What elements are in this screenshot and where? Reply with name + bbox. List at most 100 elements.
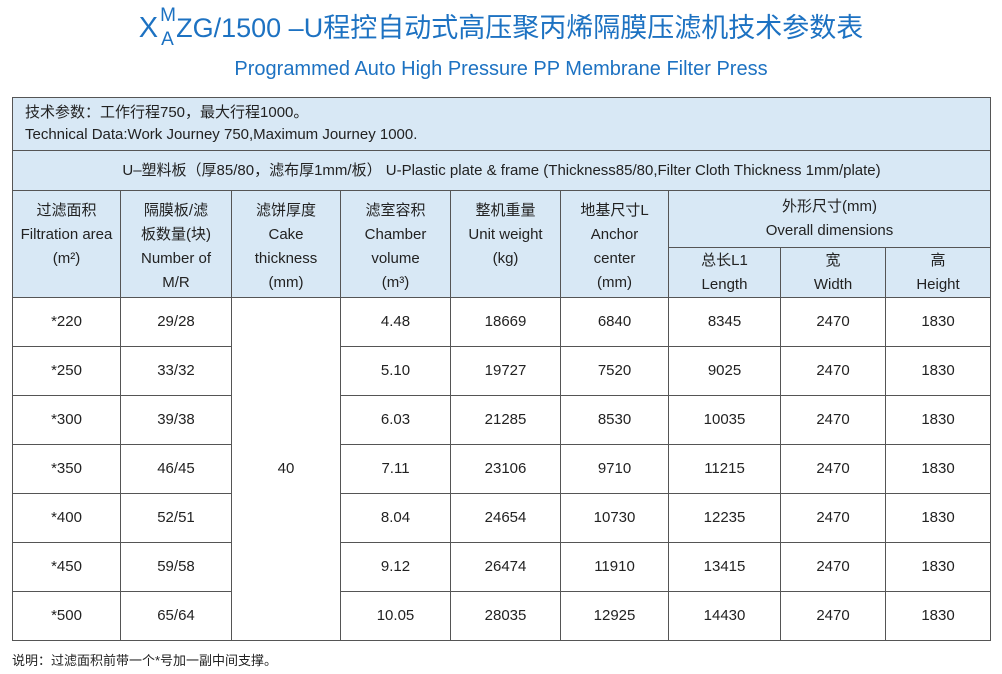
spec-table: 技术参数：工作行程750，最大行程1000。 Technical Data:Wor… <box>12 97 991 641</box>
data-cell: 1830 <box>885 591 991 641</box>
data-cell: *250 <box>12 346 121 396</box>
header-line: 地基尺寸L <box>580 202 649 219</box>
data-cell: 11910 <box>560 542 669 592</box>
header-line: 滤室容积 <box>365 202 426 219</box>
data-cell: 1830 <box>885 542 991 592</box>
data-cell: 1830 <box>885 297 991 347</box>
plate-row: U–塑料板（厚85/80，滤布厚1mm/板） U-Plastic plate &… <box>12 150 991 191</box>
data-cell: 9025 <box>668 346 781 396</box>
data-cell: *400 <box>12 493 121 543</box>
data-cell: 2470 <box>780 297 886 347</box>
title-sub: A <box>161 28 174 50</box>
column-header: 地基尺寸L Anchor center (mm) <box>560 190 669 298</box>
header-line: Anchor <box>590 226 639 243</box>
header-line: 过滤面积 <box>36 202 97 219</box>
data-cell: 24654 <box>450 493 561 543</box>
overall-header: 外形尺寸(mm) Overall dimensions <box>668 190 991 248</box>
data-cell: 29/28 <box>120 297 232 347</box>
data-cell: 18669 <box>450 297 561 347</box>
data-cell: 65/64 <box>120 591 232 641</box>
data-cell: 8530 <box>560 395 669 445</box>
header-line: (m³) <box>381 274 410 291</box>
data-cell: 21285 <box>450 395 561 445</box>
data-cell: 39/38 <box>120 395 232 445</box>
header-line: (mm) <box>597 274 632 291</box>
data-cell: 13415 <box>668 542 781 592</box>
data-cell: 10035 <box>668 395 781 445</box>
dimension-header: 宽 Width <box>780 247 886 298</box>
column-header: 整机重量 Unit weight (kg) <box>450 190 561 298</box>
data-cell: *350 <box>12 444 121 494</box>
data-cell: 2470 <box>780 542 886 592</box>
title-main: ZG/1500 –U程控自动式高压聚丙烯隔膜压滤机技术参数表 <box>176 13 864 43</box>
data-row: *220 29/28 40 4.48 18669 6840 8345 2470 1830 <box>12 297 991 641</box>
data-cell: 12925 <box>560 591 669 641</box>
data-cell: 26474 <box>450 542 561 592</box>
header-line: Number of <box>140 250 212 267</box>
column-header: 过滤面积 Filtration area (m²) <box>12 190 121 298</box>
data-row: *450 59/58 9.12 26474 11910 13415 2470 1830 <box>12 542 991 592</box>
header-line: (kg) <box>492 250 519 267</box>
data-cell: 2470 <box>780 493 886 543</box>
data-cell: 2470 <box>780 395 886 445</box>
info-row: 技术参数：工作行程750，最大行程1000。 Technical Data:Wor… <box>12 97 991 151</box>
header-line: (m²) <box>52 250 81 267</box>
data-cell: 1830 <box>885 493 991 543</box>
header-line: 隔膜板/滤 <box>143 202 209 219</box>
info-cell: 技术参数：工作行程750，最大行程1000。 Technical Data:Wor… <box>12 97 991 151</box>
data-row: *300 39/38 6.03 21285 8530 10035 2470 1830 <box>12 395 991 445</box>
plate-cell: U–塑料板（厚85/80，滤布厚1mm/板） U-Plastic plate &… <box>12 150 991 191</box>
data-cell: 5.10 <box>340 346 451 396</box>
title-x: X <box>138 12 159 44</box>
header-line: Chamber <box>364 226 427 243</box>
header-line: Filtration area <box>20 226 113 243</box>
data-cell: 8.04 <box>340 493 451 543</box>
data-cell: 8345 <box>668 297 781 347</box>
header-line: 板数量(块) <box>141 226 211 243</box>
header-line: volume <box>371 250 420 267</box>
header-line: M/R <box>162 274 190 291</box>
data-cell: 14430 <box>668 591 781 641</box>
column-header: 滤饼厚度 Cake thickness (mm) <box>231 190 341 298</box>
data-cell: 10730 <box>560 493 669 543</box>
data-cell: 7520 <box>560 346 669 396</box>
dimension-header: 总长L1 Length <box>668 247 781 298</box>
header-line: thickness <box>254 250 318 267</box>
data-cell: 2470 <box>780 346 886 396</box>
header-line: center <box>593 250 636 267</box>
header-line: 高 <box>930 251 946 269</box>
data-cell: 11215 <box>668 444 781 494</box>
header-line: Unit weight <box>468 226 543 243</box>
data-cell: *450 <box>12 542 121 592</box>
data-cell: *500 <box>12 591 121 641</box>
header-line: Height <box>916 275 960 293</box>
header-row: 过滤面积 Filtration area (m²) 隔膜板/滤板数量(块) Number… <box>12 190 991 298</box>
subheader-row: 总长L1 Length 宽 Width 高 Height <box>13 247 991 298</box>
data-cell: 6.03 <box>340 395 451 445</box>
data-cell: 52/51 <box>120 493 232 543</box>
data-cell: 1830 <box>885 444 991 494</box>
header-line: 技术参数：工作行程750，最大行程1000。 <box>25 104 309 121</box>
cake-cell: 40 <box>231 297 341 641</box>
data-cell: 10.05 <box>340 591 451 641</box>
data-cell: 6840 <box>560 297 669 347</box>
data-row: *500 65/64 10.05 28035 12925 14430 2470 1830 <box>12 591 991 641</box>
header-line: Cake <box>268 226 304 243</box>
data-cell: 59/58 <box>120 542 232 592</box>
data-cell: 2470 <box>780 444 886 494</box>
header-line: (mm) <box>268 274 304 291</box>
header-line: Width <box>813 275 853 293</box>
data-cell: 46/45 <box>120 444 232 494</box>
data-cell: 28035 <box>450 591 561 641</box>
header-line: 整机重量 <box>475 202 536 219</box>
header-line: Overall dimensions <box>765 222 894 239</box>
data-cell: *220 <box>12 297 121 347</box>
data-row: *250 33/32 5.10 19727 7520 9025 2470 1830 <box>12 346 991 396</box>
data-cell: 4.48 <box>340 297 451 347</box>
data-cell: 9710 <box>560 444 669 494</box>
dimension-header: 高 Height <box>885 247 991 298</box>
data-row: *400 52/51 8.04 24654 10730 12235 2470 1830 <box>12 493 991 543</box>
data-cell: 7.11 <box>340 444 451 494</box>
data-cell: 23106 <box>450 444 561 494</box>
